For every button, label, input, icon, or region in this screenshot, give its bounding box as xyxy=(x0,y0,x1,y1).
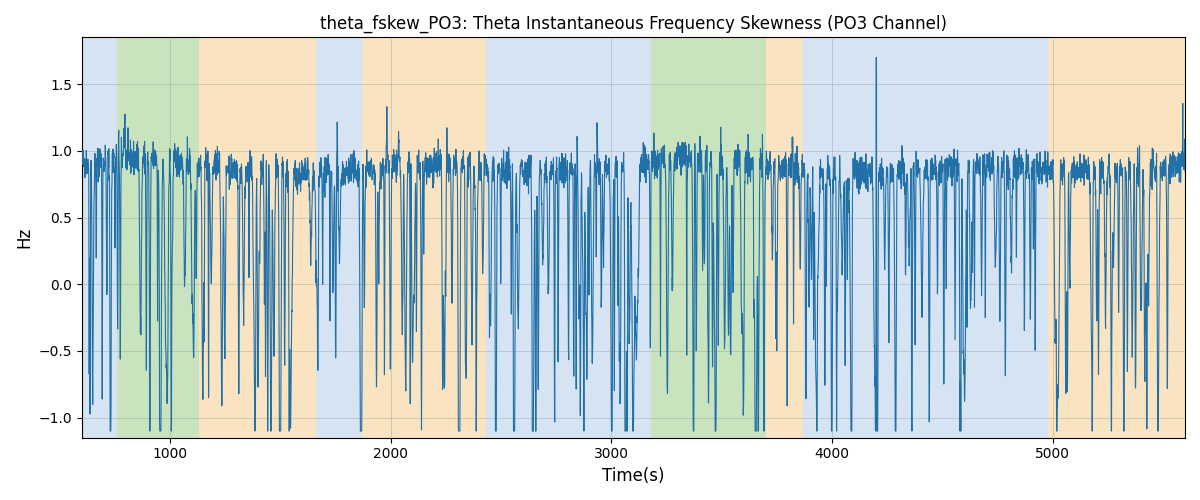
Bar xyxy=(486,38,625,438)
Bar xyxy=(803,38,1049,438)
Bar xyxy=(1049,38,1186,438)
Bar xyxy=(652,38,766,438)
Bar xyxy=(82,38,118,438)
Bar xyxy=(316,38,362,438)
X-axis label: Time(s): Time(s) xyxy=(602,467,665,485)
Bar xyxy=(766,38,803,438)
Bar xyxy=(118,38,199,438)
Title: theta_fskew_PO3: Theta Instantaneous Frequency Skewness (PO3 Channel): theta_fskew_PO3: Theta Instantaneous Fre… xyxy=(320,15,947,34)
Bar xyxy=(362,38,486,438)
Bar xyxy=(625,38,652,438)
Bar xyxy=(199,38,316,438)
Y-axis label: Hz: Hz xyxy=(14,227,32,248)
